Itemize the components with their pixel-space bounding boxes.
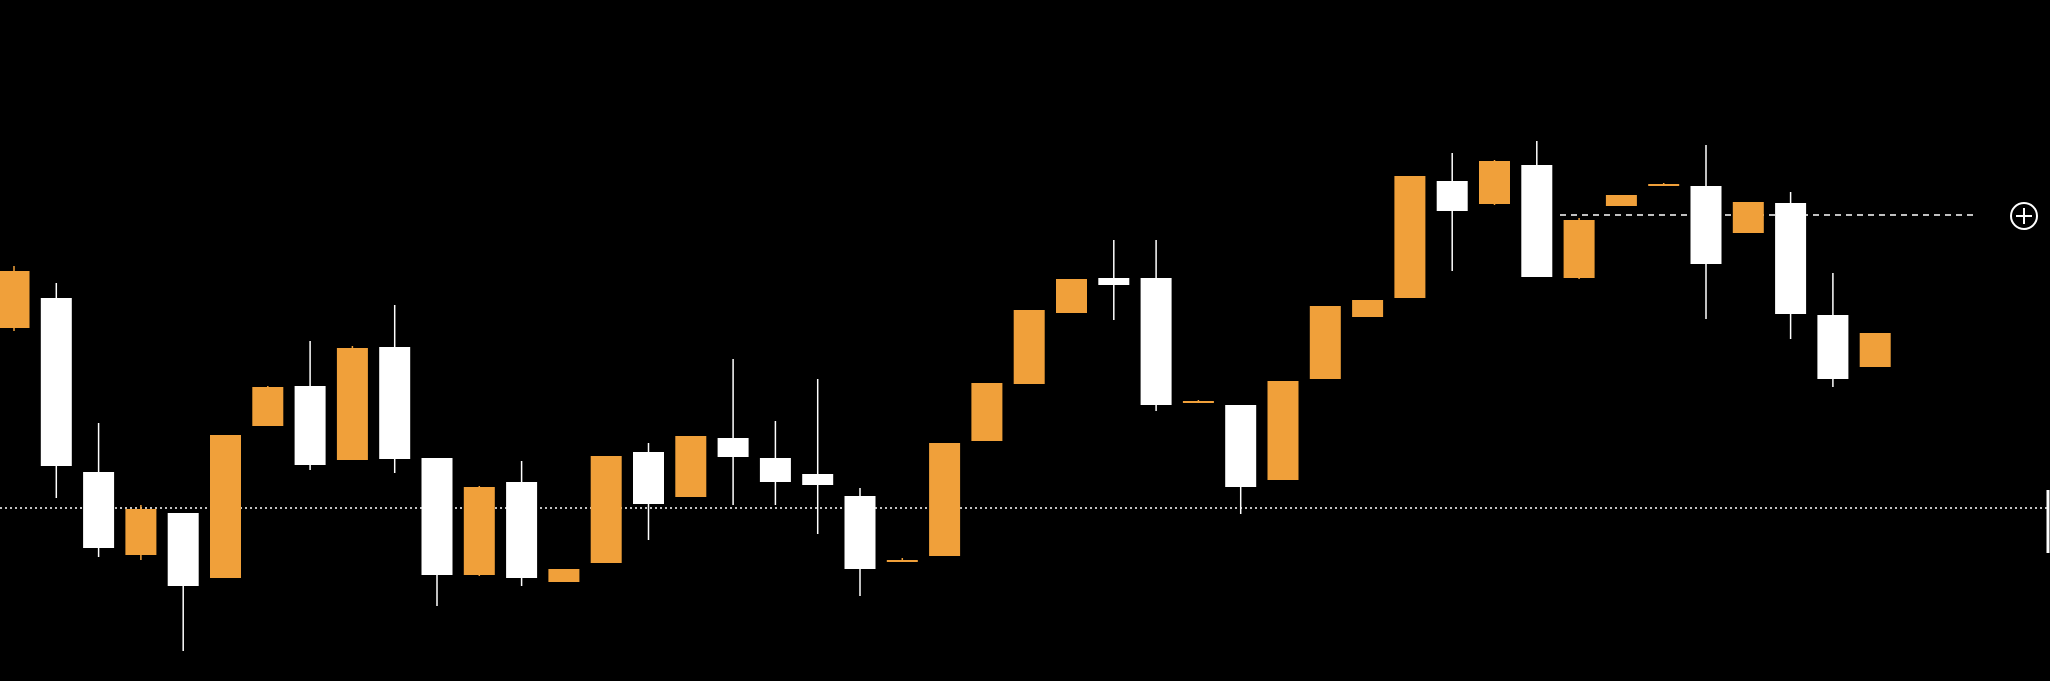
candle[interactable] (971, 383, 1003, 441)
candle-body (1859, 333, 1891, 367)
candle[interactable] (1521, 141, 1553, 277)
candle[interactable] (1732, 202, 1764, 233)
candle[interactable] (167, 513, 199, 651)
candle[interactable] (1859, 333, 1891, 367)
candle-body (1267, 381, 1299, 480)
candle-body (252, 387, 284, 426)
candle[interactable] (844, 488, 876, 596)
candle[interactable] (1436, 153, 1468, 271)
candle[interactable] (1267, 381, 1299, 480)
candle-body (717, 438, 749, 457)
candle[interactable] (421, 458, 453, 606)
candle[interactable] (1690, 145, 1722, 319)
candle[interactable] (1056, 279, 1087, 313)
candle[interactable] (633, 443, 664, 540)
candle-body (506, 482, 538, 578)
candle[interactable] (1309, 306, 1341, 379)
candle[interactable] (252, 386, 284, 426)
candle-body (1479, 161, 1510, 204)
candle-body (125, 509, 157, 555)
candle-body (1013, 310, 1045, 384)
candle[interactable] (759, 421, 791, 505)
candle-body (40, 298, 72, 466)
candle[interactable] (210, 435, 241, 578)
candle[interactable] (1098, 240, 1130, 320)
candle-body (844, 496, 876, 569)
candle-body (759, 458, 791, 482)
candle-body (1140, 278, 1172, 405)
candle-body (886, 560, 918, 562)
candle[interactable] (1352, 300, 1384, 317)
candle[interactable] (125, 505, 157, 560)
candle-body (1098, 278, 1130, 285)
candle-body (1309, 306, 1341, 379)
candle-body (463, 487, 495, 575)
candle[interactable] (506, 461, 538, 586)
candle[interactable] (40, 283, 72, 498)
candle-body (1436, 181, 1468, 211)
crosshair-icon[interactable] (2010, 202, 2038, 230)
candle[interactable] (1013, 310, 1045, 384)
candle-body (167, 513, 199, 586)
candle[interactable] (717, 359, 749, 505)
candle[interactable] (675, 436, 707, 497)
candle-body (210, 435, 241, 578)
candle[interactable] (463, 486, 495, 576)
candle-body (1225, 405, 1257, 487)
candle[interactable] (1140, 240, 1172, 411)
candle-body (1775, 203, 1807, 314)
candle-body (1817, 315, 1849, 379)
candle[interactable] (590, 456, 622, 563)
candle[interactable] (1817, 273, 1849, 387)
candle[interactable] (83, 423, 115, 557)
candle-body (336, 348, 368, 460)
candle[interactable] (336, 346, 368, 460)
crosshair-circle (2010, 202, 2038, 230)
candle[interactable] (1605, 195, 1637, 206)
candle-body (1563, 220, 1595, 278)
candles (0, 141, 1891, 651)
candle-body (421, 458, 453, 575)
candle[interactable] (0, 266, 30, 331)
overlay (2010, 202, 2050, 553)
candle-body (633, 452, 664, 504)
candle-body (1182, 401, 1214, 403)
candle[interactable] (1225, 405, 1257, 514)
candle[interactable] (294, 341, 326, 470)
candle[interactable] (802, 379, 834, 534)
candle-body (0, 271, 30, 328)
candle[interactable] (1394, 176, 1426, 298)
candle-body (1056, 279, 1087, 313)
candle[interactable] (1563, 218, 1595, 279)
candle[interactable] (929, 443, 961, 556)
candle-body (929, 443, 961, 556)
candle-body (1732, 202, 1764, 233)
candle-body (1690, 186, 1722, 264)
candle-body (1394, 176, 1426, 298)
candle-body (379, 347, 411, 459)
candle-body (1648, 184, 1680, 186)
candle-body (83, 472, 115, 548)
candle-body (590, 456, 622, 563)
candle-body (675, 436, 707, 497)
candle[interactable] (1648, 183, 1680, 186)
candle[interactable] (886, 558, 918, 562)
candle-body (1352, 300, 1384, 317)
candle[interactable] (1775, 192, 1807, 339)
candle-body (971, 383, 1003, 441)
candle-body (1605, 195, 1637, 206)
reference-lines (0, 214, 2050, 509)
candle[interactable] (548, 569, 580, 582)
candle[interactable] (379, 305, 411, 473)
candle[interactable] (1479, 160, 1510, 205)
candle-body (802, 474, 834, 485)
candle-body (294, 386, 326, 465)
candle-body (1521, 165, 1553, 277)
candle-body (548, 569, 580, 582)
candle[interactable] (1182, 400, 1214, 403)
